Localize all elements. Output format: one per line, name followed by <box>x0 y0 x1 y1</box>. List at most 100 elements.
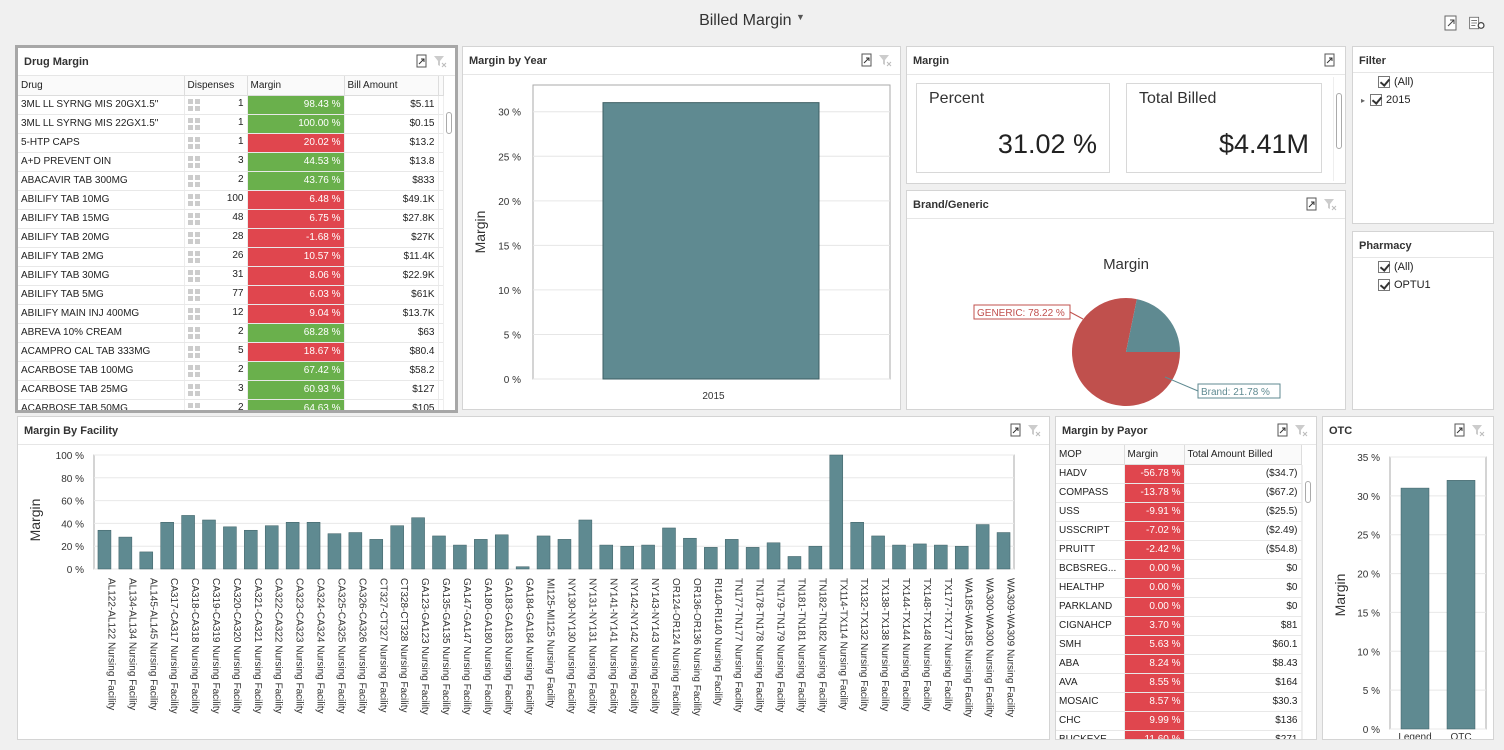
scroll-thumb[interactable] <box>446 112 452 134</box>
facility-bar[interactable] <box>557 539 572 570</box>
table-row[interactable]: MOSAIC 8.57 % $30.3 <box>1056 692 1302 712</box>
facility-bar[interactable] <box>954 545 969 570</box>
table-row[interactable]: 3ML LL SYRNG MIS 22GX1.5" 1 100.00 % $0.… <box>18 114 444 134</box>
facility-bar[interactable] <box>390 525 404 570</box>
clear-filter-icon[interactable] <box>433 54 447 68</box>
table-row[interactable]: ABILIFY MAIN INJ 400MG 12 9.04 % $13.7K <box>18 304 444 324</box>
facility-bar[interactable] <box>892 544 906 570</box>
facility-bar[interactable] <box>494 534 509 570</box>
facility-bar[interactable] <box>641 544 655 570</box>
expand-arrow-icon[interactable]: ▸ <box>1361 96 1366 105</box>
col-dispenses[interactable]: Dispenses <box>184 76 248 96</box>
table-row[interactable]: ABACAVIR TAB 300MG 2 43.76 % $833 <box>18 171 444 191</box>
clear-filter-icon[interactable] <box>1471 423 1485 437</box>
drug-table-scrollbar[interactable] <box>443 96 453 410</box>
facility-bar[interactable] <box>871 535 885 570</box>
export-icon[interactable] <box>1323 53 1337 67</box>
facility-bar[interactable] <box>285 522 300 570</box>
checkbox-checked-icon[interactable] <box>1378 279 1390 292</box>
otc-bar-legend[interactable] <box>1400 487 1430 730</box>
payor-scrollbar[interactable] <box>1302 465 1312 739</box>
facility-bar[interactable] <box>787 556 802 570</box>
table-row[interactable]: ABA 8.24 % $8.43 <box>1056 654 1302 674</box>
facility-bar[interactable] <box>264 525 279 570</box>
export-icon[interactable] <box>415 54 429 68</box>
facility-bar[interactable] <box>724 539 739 570</box>
facility-bar[interactable] <box>975 524 990 570</box>
parameters-icon[interactable] <box>1468 14 1486 32</box>
clear-filter-icon[interactable] <box>1323 197 1337 211</box>
facility-bar[interactable] <box>578 519 593 570</box>
table-row[interactable]: PRUITT -2.42 % ($54.8) <box>1056 540 1302 560</box>
facility-bar[interactable] <box>599 544 614 570</box>
table-row[interactable]: AVA 8.55 % $164 <box>1056 673 1302 693</box>
export-icon[interactable] <box>1305 197 1319 211</box>
export-icon[interactable] <box>860 53 874 67</box>
facility-bar[interactable] <box>223 526 237 570</box>
filter-indicator-icon[interactable]: ▼ <box>796 12 805 22</box>
table-row[interactable]: CIGNAHCP 3.70 % $81 <box>1056 616 1302 636</box>
margin-scrollbar[interactable] <box>1333 77 1343 181</box>
table-row[interactable]: ABILIFY TAB 30MG 31 8.06 % $22.9K <box>18 266 444 286</box>
table-row[interactable]: 5-HTP CAPS 1 20.02 % $13.2 <box>18 133 444 153</box>
otc-bar-otc[interactable] <box>1446 480 1476 730</box>
table-row[interactable]: 3ML LL SYRNG MIS 20GX1.5" 1 98.43 % $5.1… <box>18 95 444 115</box>
table-row[interactable]: USS -9.91 % ($25.5) <box>1056 502 1302 522</box>
scroll-thumb[interactable] <box>1305 481 1311 503</box>
facility-bar[interactable] <box>808 545 823 570</box>
facility-bar[interactable] <box>202 519 216 570</box>
facility-bar[interactable] <box>829 454 844 570</box>
bar-2015[interactable] <box>602 102 820 380</box>
pie-slice-brand[interactable] <box>1126 299 1180 352</box>
facility-bar[interactable] <box>474 539 488 570</box>
export-icon[interactable] <box>1276 423 1290 437</box>
facility-bar[interactable] <box>934 544 948 570</box>
table-row[interactable]: COMPASS -13.78 % ($67.2) <box>1056 483 1302 503</box>
table-row[interactable]: HADV -56.78 % ($34.7) <box>1056 464 1302 484</box>
col-margin[interactable]: Margin <box>247 76 345 96</box>
table-row[interactable]: A+D PREVENT OIN 3 44.53 % $13.8 <box>18 152 444 172</box>
facility-bar[interactable] <box>244 529 258 570</box>
table-row[interactable]: ABILIFY TAB 2MG 26 10.57 % $11.4K <box>18 247 444 267</box>
col-total-billed[interactable]: Total Amount Billed <box>1184 445 1302 465</box>
table-row[interactable]: ACARBOSE TAB 25MG 3 60.93 % $127 <box>18 380 444 400</box>
facility-bar[interactable] <box>620 545 634 570</box>
table-row[interactable]: ABILIFY TAB 5MG 77 6.03 % $61K <box>18 285 444 305</box>
table-row[interactable]: HEALTHP 0.00 % $0 <box>1056 578 1302 598</box>
col-margin[interactable]: Margin <box>1124 445 1185 465</box>
facility-bar[interactable] <box>704 547 718 570</box>
checkbox-checked-icon[interactable] <box>1378 76 1390 89</box>
table-row[interactable]: BCBSREG... 0.00 % $0 <box>1056 559 1302 579</box>
table-row[interactable]: ABILIFY TAB 15MG 48 6.75 % $27.8K <box>18 209 444 229</box>
facility-bar[interactable] <box>139 551 154 570</box>
pharmacy-item-optu1[interactable]: OPTU1 <box>1378 277 1431 293</box>
facility-bar[interactable] <box>432 535 446 570</box>
checkbox-checked-icon[interactable] <box>1378 261 1390 274</box>
facility-bar[interactable] <box>97 529 112 570</box>
table-row[interactable]: ACARBOSE TAB 100MG 2 67.42 % $58.2 <box>18 361 444 381</box>
facility-bar[interactable] <box>683 537 697 570</box>
facility-bar[interactable] <box>850 522 864 570</box>
table-row[interactable]: ABILIFY TAB 20MG 28 -1.68 % $27K <box>18 228 444 248</box>
facility-bar[interactable] <box>536 535 551 570</box>
table-row[interactable]: SMH 5.63 % $60.1 <box>1056 635 1302 655</box>
facility-bar[interactable] <box>369 539 384 570</box>
checkbox-checked-icon[interactable] <box>1370 94 1383 107</box>
export-icon[interactable] <box>1009 423 1023 437</box>
facility-bar[interactable] <box>160 522 174 570</box>
facility-bar[interactable] <box>766 542 781 570</box>
facility-bar[interactable] <box>348 532 363 570</box>
table-row[interactable]: ABILIFY TAB 10MG 100 6.48 % $49.1K <box>18 190 444 210</box>
facility-bar[interactable] <box>306 522 321 570</box>
clear-filter-icon[interactable] <box>1294 423 1308 437</box>
facility-bar[interactable] <box>181 515 195 570</box>
filter-item-all[interactable]: (All) <box>1378 74 1414 90</box>
facility-bar[interactable] <box>515 566 530 570</box>
table-row[interactable]: BUCKEYE 11.60 % $271 <box>1056 730 1302 739</box>
filter-item-2015[interactable]: ▸ 2015 <box>1361 92 1411 108</box>
facility-bar[interactable] <box>118 536 133 570</box>
pharmacy-item-all[interactable]: (All) <box>1378 259 1414 275</box>
facility-bar[interactable] <box>327 533 342 570</box>
export-icon[interactable] <box>1453 423 1467 437</box>
facility-bar[interactable] <box>913 543 927 570</box>
